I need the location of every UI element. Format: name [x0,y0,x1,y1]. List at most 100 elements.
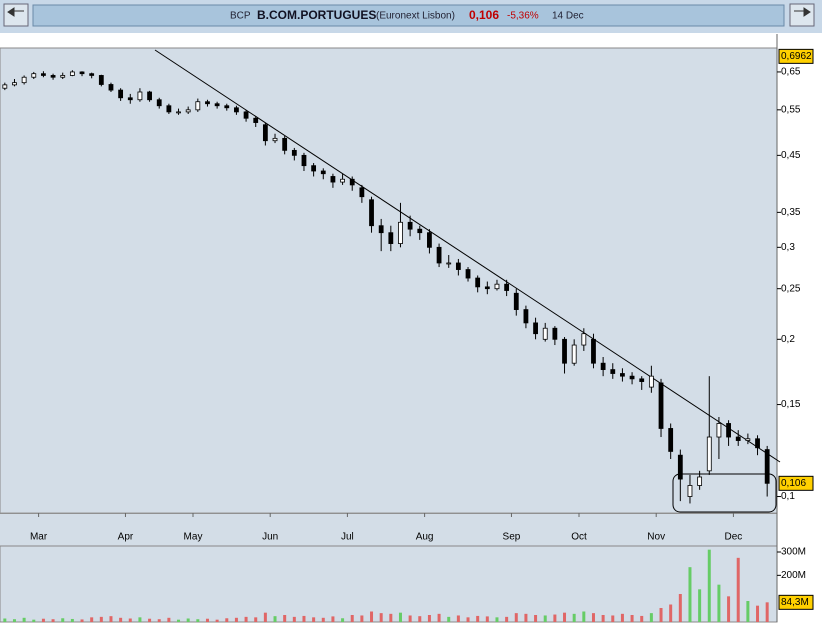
candle-body [349,178,355,186]
volume-bar [543,615,547,622]
volume-bar [341,618,345,622]
volume-bar [254,617,258,622]
volume-bar [746,601,750,622]
candle-body [253,117,259,123]
candle-body [176,111,181,114]
volume-bar [51,619,55,622]
candle-body [243,111,249,119]
y-tick-label: 0,25 [781,283,801,294]
candle-body [581,333,587,346]
candle-body [12,82,17,86]
volume-bar [408,615,412,622]
volume-bar [379,613,383,622]
candle-body [340,178,345,183]
volume-bar [331,616,335,622]
candle-body [108,84,114,91]
volume-bar [765,602,769,622]
header-price: 0,106 [469,8,499,22]
x-tick-label: Dec [725,532,743,543]
volume-bar [90,617,94,622]
volume-bar [61,618,65,622]
volume-bar [360,615,364,622]
volume-bar [312,617,316,622]
volume-bar [678,594,682,622]
volume-bar [447,616,451,622]
candle-body [533,322,538,335]
volume-bar [215,619,219,622]
candle-body [21,76,27,84]
y-tick-label: 0,15 [781,399,801,410]
volume-bar [736,557,740,622]
candle-body [234,107,239,113]
candle-body [137,91,143,101]
y2-tick-label: 300M [781,547,806,558]
volume-bar [321,617,325,622]
x-tick-label: Nov [647,532,665,543]
volume-bar [205,618,209,622]
volume-bar [225,618,229,622]
x-tick-label: Apr [118,532,134,543]
volume-bar [148,618,152,622]
volume-bar [41,618,45,622]
volume-bar [263,612,267,622]
candle-body [629,375,635,380]
volume-bar [495,617,499,622]
volume-bar [563,612,567,622]
last-volume-box [778,594,814,610]
volume-bar [688,567,692,622]
volume-bar [70,618,74,622]
x-tick-label: Sep [503,532,521,543]
last-price-label: 0,106 [781,478,806,489]
volume-bar [611,615,615,622]
candle-body [455,262,461,270]
candle-body [359,187,365,198]
volume-bar [534,615,538,622]
candle-body [668,428,674,452]
volume-bar [283,615,287,622]
candle-body [706,436,712,472]
volume-bar [476,615,480,622]
x-tick-label: Mar [30,532,48,543]
candle-body [484,286,490,290]
candle-body [523,309,529,324]
volume-bar [437,613,441,622]
candle-body [465,269,471,279]
volume-bar [707,549,711,622]
candle-body [591,338,596,364]
back-button[interactable] [3,3,29,27]
candle-body [127,97,133,101]
candle-body [31,73,37,78]
volume-bar [234,617,238,622]
candle-body [562,338,567,364]
volume-bar [389,613,393,622]
volume-bar [177,619,181,622]
header-date: 14 Dec [552,11,584,22]
volume-bar [659,608,663,622]
candle-body [610,369,616,374]
price-panel [0,47,778,515]
candle-body [166,105,172,113]
volume-bar [553,614,557,622]
candle-body [475,277,481,288]
volume-bar [3,618,7,622]
candle-body [156,99,162,107]
candle-body [745,438,751,441]
y-tick-label: 0,55 [781,104,801,115]
candle-body [658,382,664,429]
candle-body [311,165,317,172]
volume-bar [302,615,306,622]
candle-body [50,75,56,78]
last-price-box [778,475,814,491]
volume-bar [80,619,84,622]
volume-bar [466,617,470,622]
forward-button[interactable] [789,3,815,27]
candle-body [417,228,423,234]
y-tick-label: 0,2 [781,334,795,345]
volume-bar [485,616,489,622]
volume-bar [292,616,296,622]
candle-body [542,327,548,340]
volume-bar [601,615,605,622]
y-tick-label: 0,1 [781,491,795,502]
volume-bar [572,613,576,622]
